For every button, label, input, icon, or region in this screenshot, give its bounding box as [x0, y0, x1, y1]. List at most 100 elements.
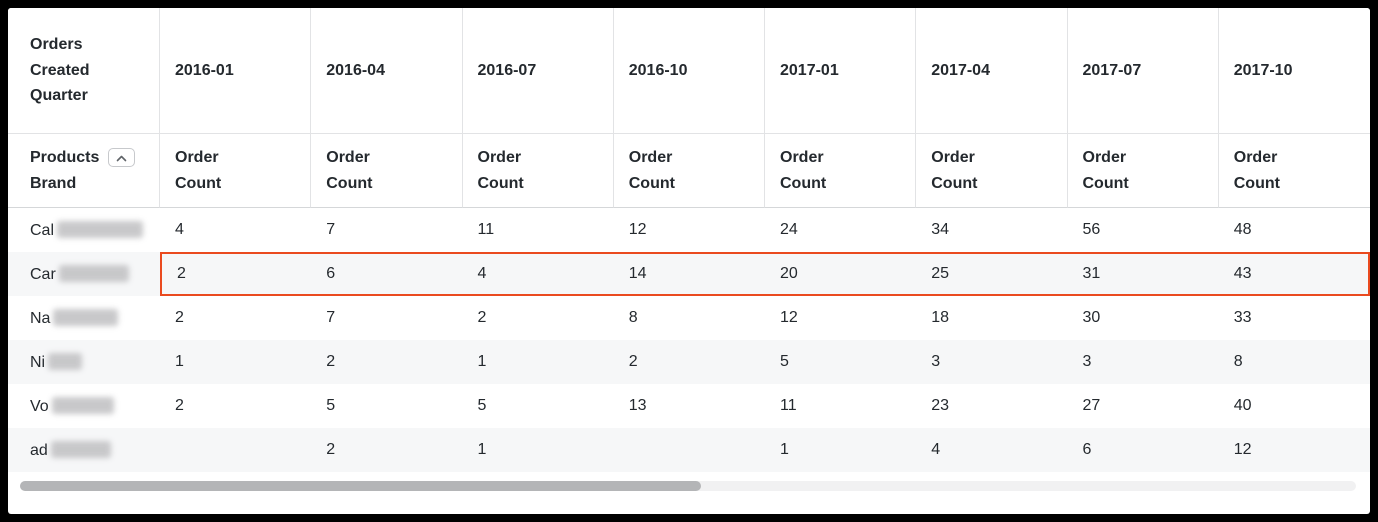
table-row: Vo 2 5 5 13 11 23 27 40	[8, 384, 1370, 428]
pivot-table: Orders Created Quarter 2016-01 2016-04 201…	[8, 8, 1370, 472]
collapse-button[interactable]	[108, 148, 136, 168]
brand-prefix: Vo	[30, 397, 49, 415]
quarter-column-header[interactable]: 2017-01	[765, 8, 917, 134]
redacted-brand-name	[53, 308, 119, 326]
value-cell[interactable]: 1	[462, 428, 614, 472]
redacted-brand-name	[57, 220, 144, 238]
horizontal-scrollbar-thumb[interactable]	[20, 481, 702, 491]
table-row: Na 2 7 2 8 12 18 30 33	[8, 296, 1370, 340]
value-cell[interactable]: 30	[1082, 309, 1101, 326]
table-panel: Orders Created Quarter 2016-01 2016-04 201…	[8, 8, 1370, 514]
value-cell[interactable]: 3	[1067, 340, 1219, 384]
value-cell[interactable]	[613, 428, 765, 472]
measure-header[interactable]: Order Count	[916, 134, 1068, 208]
value-cell[interactable]: 2	[175, 397, 184, 414]
value-cell[interactable]: 5	[477, 397, 487, 414]
value-cell[interactable]: 7	[326, 309, 336, 326]
brand-cell[interactable]: Na	[8, 296, 160, 340]
value-cell[interactable]: 2	[477, 309, 487, 326]
value-cell[interactable]: 25	[916, 252, 1068, 296]
quarter-column-header[interactable]: 2017-10	[1218, 8, 1370, 134]
value-cell[interactable]: 2	[160, 252, 312, 296]
measure-header[interactable]: Order Count	[613, 134, 765, 208]
quarter-header-row: Orders Created Quarter 2016-01 2016-04 201…	[8, 8, 1370, 134]
value-cell[interactable]: 20	[765, 252, 917, 296]
table-row: ad 2 1 1 4 6 12	[8, 428, 1370, 472]
measure-header[interactable]: Order Count	[765, 134, 917, 208]
value-cell[interactable]: 13	[628, 397, 647, 414]
measure-header[interactable]: Order Count	[1218, 134, 1370, 208]
brand-prefix: Cal	[30, 221, 55, 239]
value-cell[interactable]: 11	[477, 221, 495, 238]
quarter-column-header[interactable]: 2016-01	[160, 8, 312, 134]
quarter-column-header[interactable]: 2016-04	[311, 8, 463, 134]
value-cell[interactable]: 6	[311, 252, 463, 296]
value-cell[interactable]: 4	[462, 252, 614, 296]
value-cell[interactable]: 43	[1218, 252, 1370, 296]
chevron-up-icon	[116, 150, 127, 165]
value-cell[interactable]: 14	[613, 252, 765, 296]
quarter-column-header[interactable]: 2017-04	[916, 8, 1068, 134]
value-cell[interactable]: 7	[326, 221, 336, 238]
value-cell[interactable]: 40	[1233, 397, 1252, 414]
redacted-brand-name	[48, 352, 83, 370]
quarter-column-header[interactable]: 2016-10	[613, 8, 765, 134]
value-cell[interactable]: 2	[613, 340, 765, 384]
value-cell[interactable]: 11	[780, 397, 797, 414]
value-cell[interactable]: 8	[1218, 340, 1370, 384]
value-cell[interactable]: 2	[311, 340, 463, 384]
row-dimension-header[interactable]: Products Brand	[8, 134, 160, 208]
value-cell[interactable]: 56	[1082, 221, 1101, 238]
table-body: Cal 4 7 11 12 24 34 56 48 Car 2 6 4 14 20 25 31 43 Na 2 7 2 8 1…	[8, 208, 1370, 472]
value-cell[interactable]: 48	[1233, 221, 1252, 238]
value-cell[interactable]: 23	[931, 397, 950, 414]
row-dimension-label-line1: Products	[30, 148, 100, 166]
value-cell[interactable]: 5	[765, 340, 917, 384]
brand-cell[interactable]: Cal	[8, 208, 160, 252]
value-cell[interactable]: 31	[1067, 252, 1219, 296]
value-cell[interactable]: 6	[1067, 428, 1219, 472]
value-cell[interactable]: 2	[175, 309, 184, 326]
quarter-column-header[interactable]: 2017-07	[1067, 8, 1219, 134]
value-cell[interactable]: 34	[931, 221, 950, 238]
measure-header-row: Products Brand	[8, 134, 1370, 208]
brand-prefix: ad	[30, 441, 48, 459]
measure-header[interactable]: Order Count	[1067, 134, 1219, 208]
brand-prefix: Na	[30, 309, 51, 327]
value-cell[interactable]: 8	[628, 309, 638, 326]
redacted-brand-name	[58, 264, 129, 282]
redacted-brand-name	[50, 440, 111, 458]
row-dimension-label-line2: Brand	[30, 174, 77, 192]
value-cell[interactable]: 24	[780, 221, 798, 238]
measure-header[interactable]: Order Count	[160, 134, 312, 208]
redacted-brand-name	[51, 396, 114, 414]
brand-cell[interactable]: Vo	[8, 384, 160, 428]
table-row: Cal 4 7 11 12 24 34 56 48	[8, 208, 1370, 252]
value-cell[interactable]: 27	[1082, 397, 1101, 414]
value-cell[interactable]: 1	[765, 428, 917, 472]
value-cell[interactable]: 1	[160, 340, 312, 384]
table-row: Car 2 6 4 14 20 25 31 43	[8, 252, 1370, 296]
value-cell[interactable]	[160, 428, 312, 472]
value-cell[interactable]: 12	[628, 221, 647, 238]
horizontal-scrollbar-track[interactable]	[20, 481, 1356, 491]
quarter-column-header[interactable]: 2016-07	[462, 8, 614, 134]
value-cell[interactable]: 12	[1218, 428, 1370, 472]
corner-header[interactable]: Orders Created Quarter	[8, 8, 160, 134]
value-cell[interactable]: 4	[175, 221, 184, 238]
value-cell[interactable]: 3	[916, 340, 1068, 384]
brand-cell[interactable]: Ni	[8, 340, 160, 384]
brand-cell[interactable]: ad	[8, 428, 160, 472]
value-cell[interactable]: 12	[780, 309, 798, 326]
measure-header[interactable]: Order Count	[311, 134, 463, 208]
value-cell[interactable]: 33	[1233, 309, 1252, 326]
brand-cell[interactable]: Car	[8, 252, 160, 296]
value-cell[interactable]: 2	[311, 428, 463, 472]
measure-header[interactable]: Order Count	[462, 134, 614, 208]
brand-prefix: Ni	[30, 353, 46, 371]
value-cell[interactable]: 5	[326, 397, 336, 414]
value-cell[interactable]: 1	[462, 340, 614, 384]
value-cell[interactable]: 4	[916, 428, 1068, 472]
value-cell[interactable]: 18	[931, 309, 950, 326]
